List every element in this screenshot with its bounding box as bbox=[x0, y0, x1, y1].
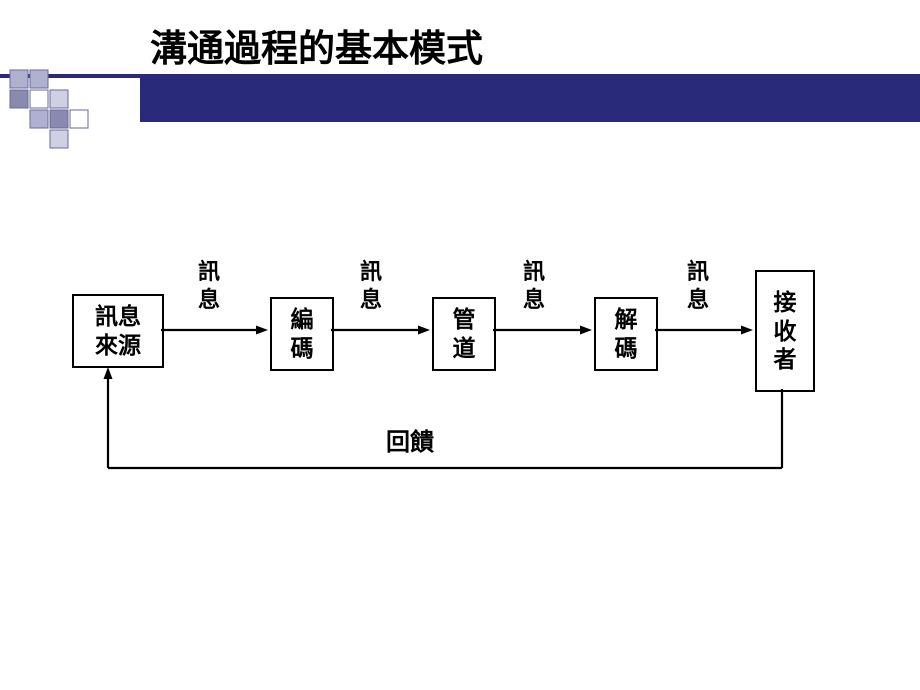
edge-label-feedback: 回饋 bbox=[386, 422, 434, 457]
edge-label-message-1: 訊 息 bbox=[198, 258, 220, 313]
node-encode: 編 碼 bbox=[270, 297, 334, 371]
flow-diagram: 訊息 來源 編 碼 管 道 解 碼 接 收 者 訊 息 訊 息 訊 息 訊 息 … bbox=[0, 0, 920, 690]
edge-label-message-2: 訊 息 bbox=[360, 258, 382, 313]
node-receiver: 接 收 者 bbox=[755, 270, 815, 392]
node-decode: 解 碼 bbox=[594, 297, 658, 371]
edge-label-message-4: 訊 息 bbox=[687, 258, 709, 313]
edge-label-message-3: 訊 息 bbox=[523, 258, 545, 313]
node-source: 訊息 來源 bbox=[72, 294, 164, 368]
node-channel: 管 道 bbox=[432, 297, 496, 371]
